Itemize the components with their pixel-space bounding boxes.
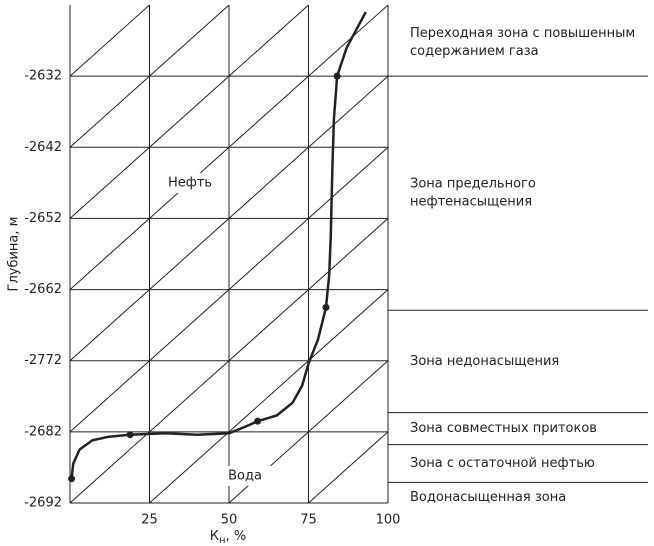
diagonal (308, 431, 389, 504)
zone-label: содержанием газа (410, 44, 539, 59)
diagonal (308, 146, 389, 219)
zone-label: Зона недонасыщения (410, 354, 559, 369)
diagonal (228, 360, 309, 433)
y-tick-label: -2692 (24, 496, 62, 511)
annotation: Вода (228, 469, 262, 484)
diagonal (228, 289, 309, 362)
diagonal (308, 289, 389, 362)
x-label-sub: н (219, 535, 226, 546)
point (68, 475, 76, 483)
diagonal (149, 289, 230, 362)
point (333, 72, 341, 80)
y-tick-label: -2772 (24, 353, 62, 368)
diagonal (149, 4, 230, 77)
diagonal (308, 75, 389, 148)
diagonal (69, 218, 150, 290)
diagonal (308, 4, 389, 77)
diagonal (149, 431, 230, 504)
x-label-main: К (210, 529, 219, 544)
zone-label: Зона совместных притоков (410, 421, 597, 436)
y-tick-label: -2682 (24, 424, 62, 439)
diagonal (69, 4, 150, 77)
x-label-rest: , % (226, 529, 247, 544)
y-tick-label: -2632 (24, 69, 62, 84)
x-tick-label: 100 (376, 513, 401, 528)
diagonal (308, 218, 389, 290)
y-tick-label: -2642 (24, 140, 62, 155)
diagonal (308, 360, 389, 433)
curve (70, 11, 367, 479)
point (126, 431, 134, 439)
diagonal (149, 360, 230, 433)
point (322, 303, 330, 311)
y-tick-label: -2652 (24, 211, 62, 226)
x-tick-label: 75 (300, 513, 317, 528)
annotation-bg (164, 173, 216, 193)
annotation-bg (219, 466, 271, 486)
y-tick-label: -2662 (24, 282, 62, 297)
x-tick-label: 25 (141, 513, 158, 528)
diagonal (69, 431, 150, 504)
diagonal (228, 75, 309, 148)
zone-label: Зона с остаточной нефтью (410, 456, 595, 471)
diagonal (69, 146, 150, 219)
diagonal (228, 4, 309, 77)
point (254, 417, 262, 425)
zone-label: Переходная зона с повышенным (410, 26, 635, 41)
diagonal (69, 289, 150, 362)
diagonal (149, 75, 230, 148)
x-tick-label: 50 (221, 513, 238, 528)
annotation: Нефть (168, 176, 212, 191)
diagonal (228, 218, 309, 290)
x-axis-label: Кн, % (210, 529, 246, 546)
y-axis-label: Глубина, м (7, 217, 22, 292)
diagonal (69, 75, 150, 148)
diagonal (149, 218, 230, 290)
zone-label: нефтенасыщения (410, 195, 532, 210)
zone-label: Зона предельного (410, 177, 536, 192)
diagonal (228, 146, 309, 219)
zone-label: Водонасыщенная зона (410, 490, 566, 505)
diagonal (69, 360, 150, 433)
